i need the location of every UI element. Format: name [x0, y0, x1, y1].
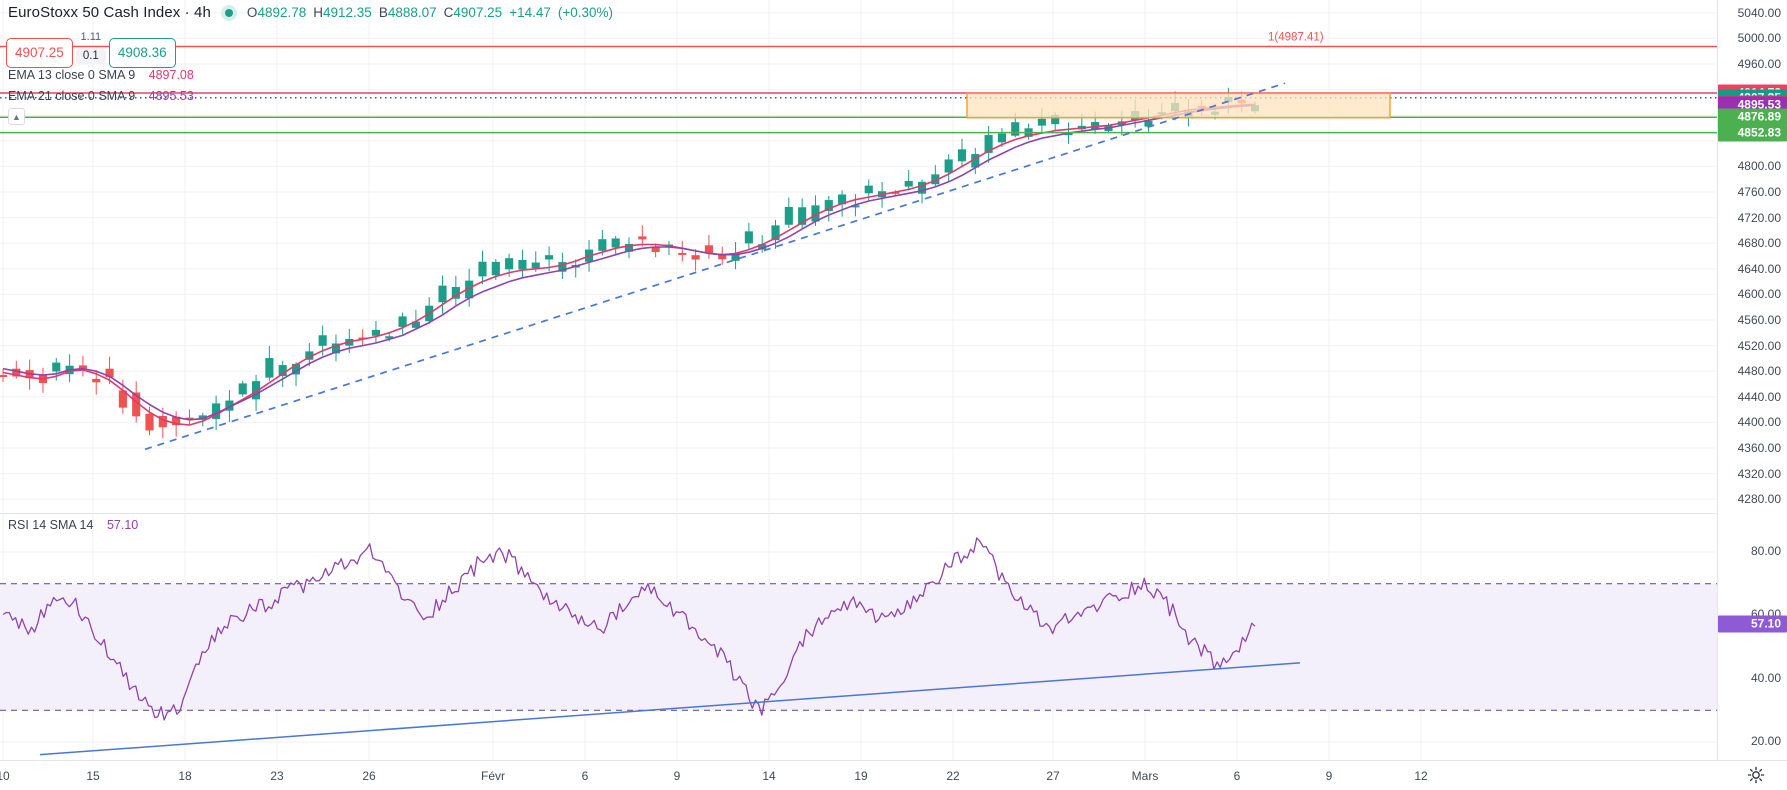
spread-value: 1.11: [80, 31, 102, 43]
indicator-name-rsi: RSI 14 SMA 14: [8, 518, 94, 532]
lot-size-input[interactable]: 0.1: [75, 48, 106, 64]
order-ticket: 4907.25 1.11 0.1 4908.36: [6, 28, 176, 68]
indicator-legend-rsi[interactable]: RSI 14 SMA 14 57.10: [8, 518, 138, 532]
symbol-title[interactable]: EuroStoxx 50 Cash Index · 4h: [8, 4, 211, 21]
ohlc-values: O4892.78 H4912.35 B4888.07 C4907.25 +14.…: [247, 5, 613, 20]
indicator-value-ema13: 4897.08: [148, 68, 194, 82]
ohlc-close-value: 4907.25: [453, 5, 503, 20]
price-axis-tick: 4280.00: [1737, 492, 1781, 507]
gear-icon[interactable]: [1747, 766, 1765, 784]
rsi-axis-tick: 80.00: [1750, 544, 1781, 558]
rsi-axis-tick: 20.00: [1750, 734, 1781, 748]
indicator-name-ema13: EMA 13 close 0 SMA 9: [8, 68, 136, 82]
ohlc-change: +14.47: [509, 5, 551, 20]
ohlc-open-key: O: [246, 5, 258, 20]
rsi-axis-tick: 40.00: [1750, 670, 1781, 685]
time-axis-tick: 23: [270, 769, 284, 783]
ohlc-change-percent: (+0.30%): [557, 5, 614, 20]
price-chart-svg: 1(4987.41): [0, 0, 1717, 512]
indicator-legend-ema21[interactable]: EMA 21 close 0 SMA 9 4895.53: [8, 89, 194, 103]
price-axis-tick: 5040.00: [1737, 5, 1781, 20]
time-axis-tick: 18: [178, 769, 192, 783]
price-axis-tick: 4760.00: [1737, 185, 1781, 199]
price-chart-pane[interactable]: 1(4987.41): [0, 0, 1717, 512]
price-axis-tick: 4960.00: [1737, 57, 1781, 71]
time-axis-tick: 9: [1325, 769, 1333, 783]
ticket-center: 1.11 0.1: [73, 28, 109, 68]
price-axis-tick: 4680.00: [1737, 236, 1781, 251]
indicator-value-rsi: 57.10: [106, 518, 139, 532]
price-axis-tick: 4720.00: [1737, 210, 1781, 225]
price-axis[interactable]: 5040.00 5000.00 4960.00 4800.00 4760.00 4720.…: [1717, 0, 1787, 760]
price-axis-tick: 4640.00: [1737, 261, 1781, 276]
price-axis-tick: 4360.00: [1737, 441, 1781, 455]
time-axis-tick: 6: [581, 769, 589, 783]
price-axis-tick: 4320.00: [1737, 466, 1781, 481]
ohlc-high-key: H: [313, 5, 323, 20]
indicator-name-ema21: EMA 21 close 0 SMA 9: [8, 89, 136, 103]
price-axis-tick: 4800.00: [1737, 159, 1781, 174]
green-dot-icon: [220, 4, 237, 21]
buy-button[interactable]: 4908.36: [108, 38, 176, 68]
time-axis-tick: 19: [854, 769, 868, 783]
time-axis-tick: 26: [362, 769, 376, 783]
svg-text:1(4987.41): 1(4987.41): [1268, 31, 1324, 43]
ohlc-high-value: 4912.35: [323, 5, 372, 20]
rsi-chart-svg: [0, 514, 1717, 760]
indicator-value-ema21: 4895.53: [148, 89, 194, 103]
price-axis-tick: 4520.00: [1737, 338, 1781, 353]
price-axis-tick: 5000.00: [1737, 31, 1781, 46]
time-axis-tick: 9: [673, 769, 681, 783]
time-axis-tick: 27: [1046, 769, 1060, 783]
time-axis-tick: 12: [1414, 769, 1428, 783]
time-axis-tick: 14: [762, 769, 776, 783]
chart-legend-header: EuroStoxx 50 Cash Index · 4h O4892.78 H4…: [8, 4, 613, 21]
price-axis-tick: 4400.00: [1737, 415, 1781, 430]
time-axis-tick: 6: [1233, 769, 1241, 783]
indicator-legend-ema13[interactable]: EMA 13 close 0 SMA 9 4897.08: [8, 68, 194, 82]
ohlc-open-value: 4892.78: [257, 5, 307, 20]
price-axis-badge[interactable]: 4852.83: [1718, 124, 1787, 142]
time-axis-tick: Févr: [481, 769, 505, 783]
price-axis-badge[interactable]: 4876.89: [1718, 108, 1787, 126]
price-axis-tick: 4480.00: [1737, 364, 1781, 379]
time-axis[interactable]: 10 15 18 23 26 Févr 6 9 14 19 22 27 Mars 6 9 12: [0, 760, 1787, 790]
price-axis-tick: 4560.00: [1737, 313, 1781, 327]
time-axis-tick: 22: [946, 769, 960, 783]
ohlc-close-key: C: [443, 5, 454, 20]
rsi-chart-pane[interactable]: [0, 513, 1717, 760]
rsi-axis-badge[interactable]: 57.10: [1718, 615, 1787, 633]
time-axis-tick: 10: [0, 769, 10, 783]
time-axis-tick: 15: [86, 769, 100, 783]
chevron-up-icon[interactable]: ▲: [8, 108, 25, 125]
price-axis-tick: 4600.00: [1737, 287, 1781, 302]
price-axis-tick: 4440.00: [1737, 389, 1781, 404]
ohlc-bid-key: B: [378, 5, 388, 20]
time-axis-tick: Mars: [1131, 769, 1159, 783]
sell-button[interactable]: 4907.25: [6, 38, 73, 68]
ohlc-bid-value: 4888.07: [387, 5, 437, 20]
